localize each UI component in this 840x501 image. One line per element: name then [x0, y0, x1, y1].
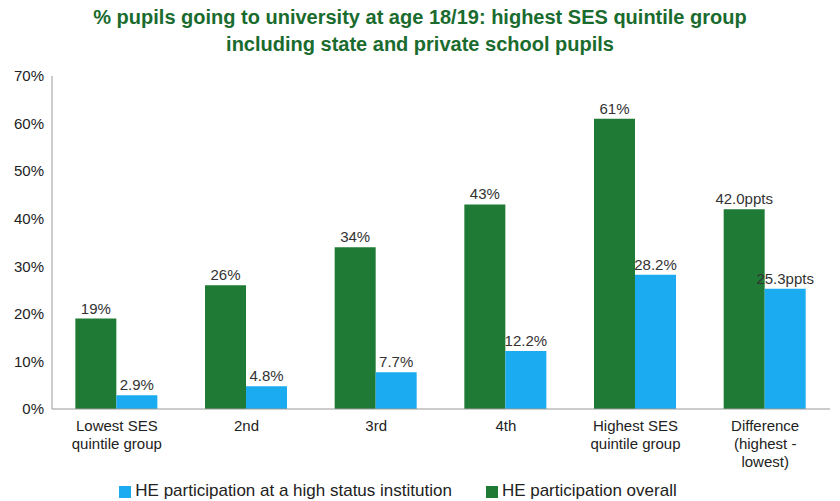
- svg-text:2.9%: 2.9%: [120, 376, 154, 393]
- svg-text:Difference(highest -lowest): Difference(highest -lowest): [731, 417, 799, 470]
- svg-text:42.0ppts: 42.0ppts: [715, 190, 773, 207]
- svg-text:10%: 10%: [14, 353, 44, 370]
- svg-text:61%: 61%: [599, 100, 629, 117]
- svg-text:7.7%: 7.7%: [379, 353, 413, 370]
- html-text:HE participation at a high sta: HE participation at a high status instit…: [135, 481, 452, 500]
- svg-text:30%: 30%: [14, 258, 44, 275]
- svg-text:2nd: 2nd: [234, 417, 259, 434]
- html-text:% pupils going to university a: % pupils going to university at age 18/1…: [93, 6, 747, 55]
- svg-text:4.8%: 4.8%: [249, 367, 283, 384]
- svg-text:43%: 43%: [470, 185, 500, 202]
- svg-text:4th: 4th: [495, 417, 516, 434]
- svg-text:19%: 19%: [81, 300, 111, 317]
- svg-text:26%: 26%: [210, 266, 240, 283]
- svg-text:Highest SESquintile group: Highest SESquintile group: [590, 417, 680, 452]
- svg-text:25.3ppts: 25.3ppts: [756, 270, 814, 287]
- svg-text:60%: 60%: [14, 115, 44, 132]
- svg-text:28.2%: 28.2%: [634, 256, 677, 273]
- svg-text:12.2%: 12.2%: [505, 332, 548, 349]
- svg-text:0%: 0%: [22, 400, 44, 417]
- svg-text:40%: 40%: [14, 210, 44, 227]
- svg-text:34%: 34%: [340, 228, 370, 245]
- svg-text:20%: 20%: [14, 305, 44, 322]
- svg-text:50%: 50%: [14, 162, 44, 179]
- svg-text:70%: 70%: [14, 67, 44, 84]
- svg-text:Lowest SESquintile group: Lowest SESquintile group: [72, 417, 162, 452]
- svg-text:3rd: 3rd: [365, 417, 387, 434]
- html-text:HE participation overall: HE participation overall: [501, 481, 677, 500]
